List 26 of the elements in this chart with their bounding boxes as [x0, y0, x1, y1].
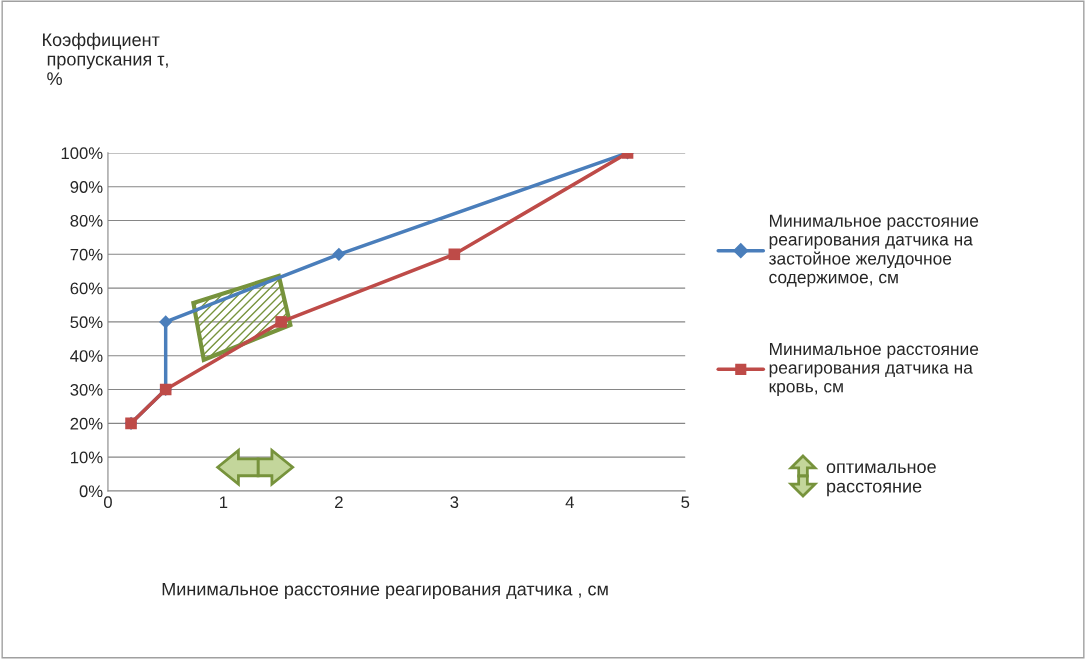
- y-tick-label: 80%: [70, 214, 103, 227]
- point: [332, 247, 346, 261]
- x-axis-title: Минимальное расстояние реагирования датчика , см: [162, 582, 608, 600]
- x-tick-label: 4: [565, 496, 574, 508]
- y-tick-label: 100%: [61, 147, 103, 160]
- point: [159, 315, 173, 329]
- text: оптимальное расстояние: [826, 463, 936, 497]
- y-tick-label: 60%: [70, 282, 103, 295]
- y-tick-label: 70%: [70, 248, 103, 261]
- y-tick-label: 50%: [70, 316, 103, 329]
- point: [275, 316, 287, 328]
- x-tick-label: 2: [335, 496, 343, 508]
- point: [448, 248, 461, 261]
- x-tick-label: 3: [450, 496, 459, 509]
- y-tick-label: 90%: [70, 181, 103, 193]
- y-tick-label: 30%: [70, 383, 103, 396]
- x-tick-label: 0: [103, 496, 112, 509]
- legend-label: Минимальное расстояние реагирования датчика на кровь, см: [769, 342, 979, 396]
- y-tick-label: 0%: [79, 485, 103, 498]
- x-tick-label: 5: [681, 496, 690, 509]
- y-tick-label: 20%: [70, 417, 103, 430]
- x-tick-label: 1: [220, 496, 228, 508]
- y-tick-label: 40%: [70, 350, 103, 362]
- y-tick-label: 10%: [71, 451, 103, 464]
- legend-label: Минимальное расстояние реагирования датчика на застойное желудочное содержимое, см: [768, 214, 979, 287]
- y-axis-title: Коэффициент пропускания τ, %: [43, 32, 168, 85]
